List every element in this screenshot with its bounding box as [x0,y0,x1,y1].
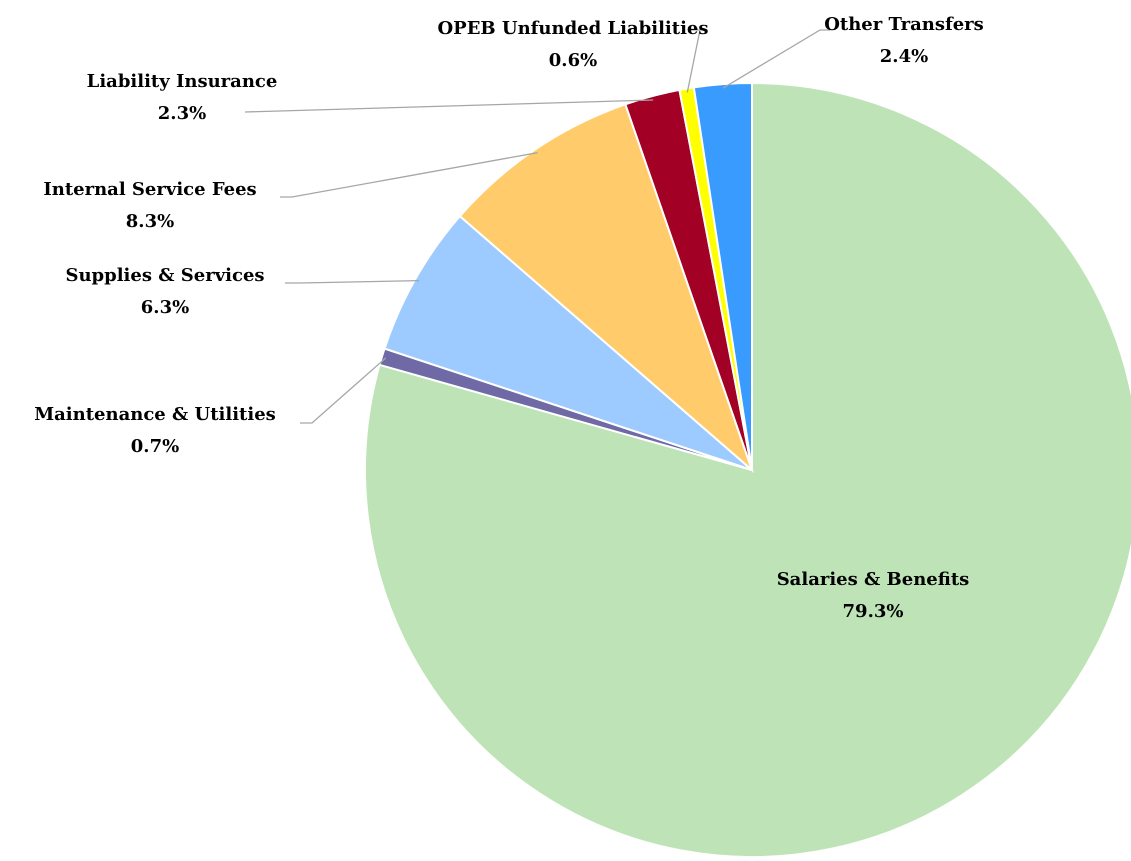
slice-label: OPEB Unfunded Liabilities [437,18,708,39]
slice-value-label: 6.3% [141,297,189,318]
slice-label: Other Transfers [824,14,984,35]
leader-line [244,99,654,113]
leader-line [285,279,420,284]
slice-value-label: 2.4% [880,46,928,67]
slice-label: Salaries & Benefits [777,569,970,590]
slice-value-label: 2.3% [158,103,206,124]
pie-slice [364,81,1131,858]
slice-label: Supplies & Services [65,265,264,286]
slice-label: Liability Insurance [87,71,278,92]
leader-line [686,29,701,93]
slice-value-label: 0.7% [131,436,179,457]
pie-slice [692,81,753,471]
slice-value-label: 0.6% [549,50,597,71]
slice-label: Maintenance & Utilities [34,404,276,425]
slice-value-label: 79.3% [843,601,904,622]
leader-line [280,152,538,198]
slice-label: Internal Service Fees [43,179,256,200]
pie-slice [458,103,755,474]
pie-slice [383,214,753,471]
slice-value-label: 8.3% [126,211,174,232]
leader-line [300,357,387,424]
leader-line [722,29,830,89]
